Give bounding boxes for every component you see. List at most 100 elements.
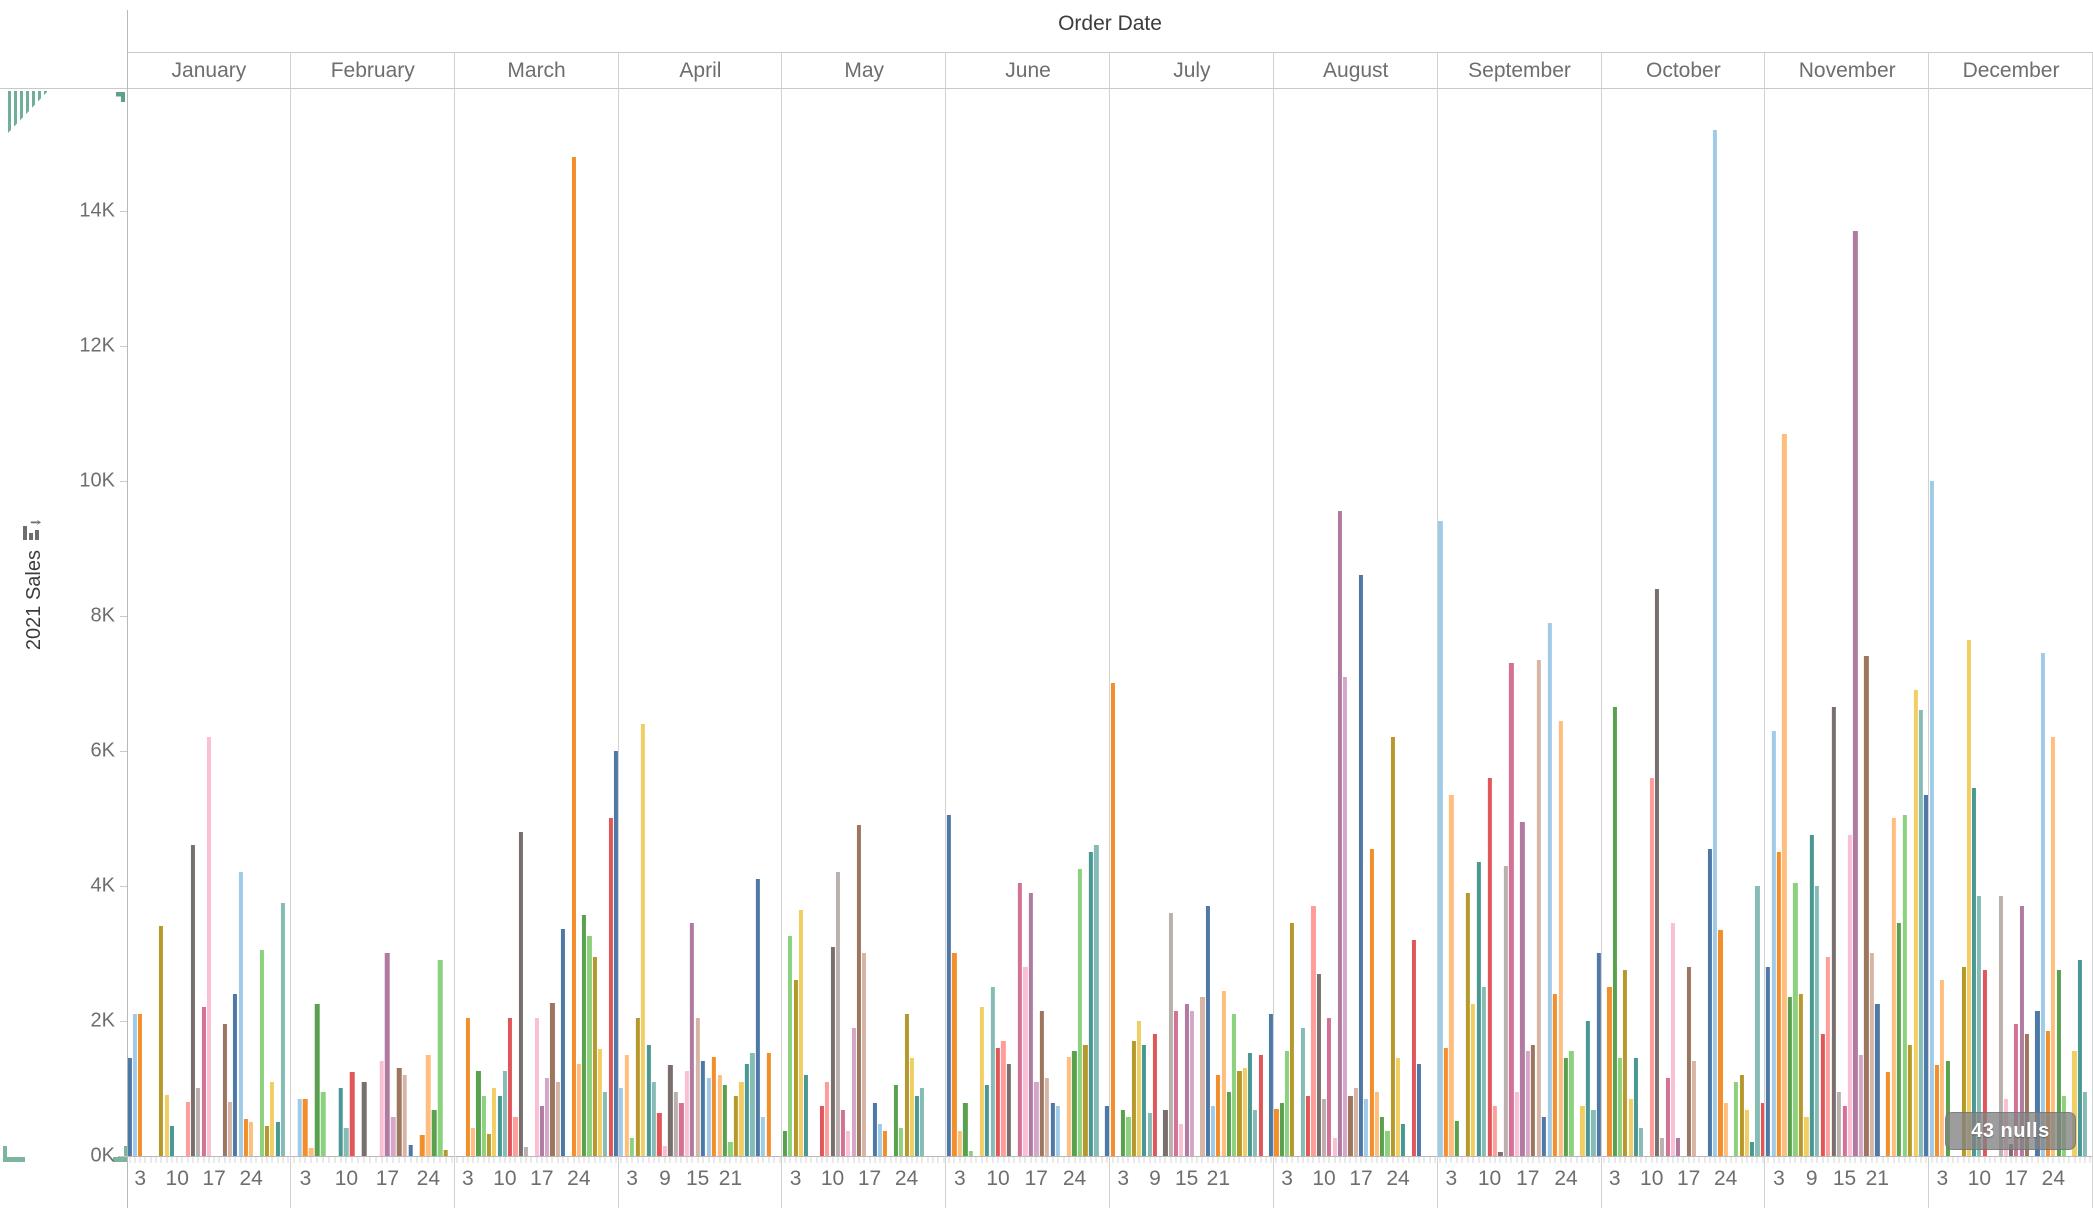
- bar-september-2[interactable]: [1443, 1048, 1448, 1156]
- bar-august-9[interactable]: [1316, 974, 1321, 1156]
- bar-july-20[interactable]: [1210, 1106, 1216, 1156]
- bar-december-2[interactable]: [1935, 1065, 1940, 1156]
- bar-august-17[interactable]: [1358, 575, 1364, 1156]
- bar-march-9[interactable]: [497, 1096, 502, 1156]
- bar-november-28[interactable]: [1913, 690, 1918, 1156]
- axis-corner-indicator-icon[interactable]: [113, 1146, 128, 1162]
- bar-february-17[interactable]: [385, 953, 390, 1156]
- bar-may-10[interactable]: [830, 947, 835, 1156]
- bar-june-2[interactable]: [952, 953, 957, 1156]
- bar-april-13[interactable]: [684, 1071, 689, 1156]
- bar-november-6[interactable]: [1793, 883, 1798, 1156]
- bar-june-17[interactable]: [1034, 1082, 1039, 1156]
- bar-may-11[interactable]: [835, 872, 840, 1156]
- bar-july-6[interactable]: [1137, 1021, 1142, 1156]
- bar-july-3[interactable]: [1121, 1110, 1126, 1156]
- bar-september-14[interactable]: [1509, 663, 1514, 1156]
- bar-november-8[interactable]: [1804, 1117, 1809, 1156]
- bar-may-26[interactable]: [915, 1096, 920, 1156]
- bar-august-16[interactable]: [1353, 1088, 1358, 1156]
- bar-october-8[interactable]: [1639, 1128, 1644, 1156]
- bar-january-21[interactable]: [233, 994, 238, 1156]
- bar-september-1[interactable]: [1438, 521, 1443, 1156]
- bar-september-12[interactable]: [1498, 1152, 1503, 1156]
- bar-january-24[interactable]: [249, 1122, 254, 1156]
- bar-april-14[interactable]: [690, 923, 695, 1156]
- bar-september-13[interactable]: [1503, 866, 1509, 1156]
- bar-september-21[interactable]: [1547, 623, 1552, 1156]
- bar-september-3[interactable]: [1449, 795, 1454, 1156]
- bar-september-19[interactable]: [1536, 660, 1541, 1156]
- bar-january-28[interactable]: [270, 1082, 275, 1156]
- bar-september-22[interactable]: [1552, 994, 1558, 1156]
- bar-august-7[interactable]: [1306, 1096, 1311, 1156]
- hidden-data-indicator-icon[interactable]: [8, 91, 48, 133]
- bar-january-23[interactable]: [243, 1119, 248, 1156]
- bar-february-6[interactable]: [320, 1092, 326, 1156]
- bar-march-14[interactable]: [523, 1147, 529, 1156]
- bar-august-6[interactable]: [1300, 1028, 1305, 1156]
- bar-august-13[interactable]: [1337, 511, 1342, 1156]
- bar-december-30[interactable]: [2082, 1092, 2088, 1156]
- bar-october-13[interactable]: [1665, 1078, 1670, 1156]
- bar-february-9[interactable]: [338, 1088, 343, 1156]
- bar-july-19[interactable]: [1205, 906, 1210, 1156]
- bar-march-24[interactable]: [576, 1064, 581, 1156]
- bar-august-21[interactable]: [1380, 1117, 1385, 1156]
- bar-september-6[interactable]: [1465, 893, 1470, 1156]
- bar-march-5[interactable]: [476, 1071, 481, 1156]
- bar-december-28[interactable]: [2072, 1051, 2077, 1156]
- bar-july-14[interactable]: [1179, 1124, 1184, 1156]
- bar-november-24[interactable]: [1891, 818, 1896, 1156]
- bar-april-23[interactable]: [739, 1082, 744, 1156]
- bar-june-10[interactable]: [995, 1048, 1001, 1156]
- bar-january-9[interactable]: [169, 1126, 174, 1156]
- bar-may-20[interactable]: [883, 1131, 888, 1156]
- bar-november-30[interactable]: [1924, 795, 1929, 1156]
- bar-august-4[interactable]: [1290, 923, 1295, 1156]
- bar-april-25[interactable]: [750, 1053, 755, 1156]
- bar-june-23[interactable]: [1066, 1057, 1072, 1156]
- bar-november-7[interactable]: [1798, 994, 1803, 1156]
- bar-june-5[interactable]: [968, 1151, 973, 1156]
- bar-february-18[interactable]: [390, 1117, 396, 1156]
- bar-october-31[interactable]: [1760, 1103, 1765, 1156]
- bar-march-13[interactable]: [518, 832, 523, 1156]
- bar-june-26[interactable]: [1083, 1045, 1088, 1156]
- bar-august-11[interactable]: [1327, 1018, 1332, 1156]
- bar-march-28[interactable]: [597, 1049, 603, 1156]
- bar-december-16[interactable]: [2009, 1144, 2014, 1156]
- bar-november-9[interactable]: [1809, 835, 1814, 1156]
- bar-february-23[interactable]: [420, 1135, 425, 1156]
- bar-july-8[interactable]: [1147, 1113, 1152, 1156]
- bar-september-23[interactable]: [1558, 721, 1563, 1156]
- bar-july-22[interactable]: [1221, 991, 1226, 1156]
- bar-march-10[interactable]: [502, 1071, 507, 1156]
- bar-january-27[interactable]: [264, 1126, 270, 1156]
- bar-may-13[interactable]: [846, 1131, 851, 1156]
- bar-january-20[interactable]: [227, 1102, 233, 1156]
- bar-november-13[interactable]: [1831, 707, 1836, 1156]
- bar-october-7[interactable]: [1633, 1058, 1638, 1156]
- bar-july-16[interactable]: [1189, 1011, 1194, 1156]
- bar-june-28[interactable]: [1094, 845, 1099, 1156]
- bar-april-11[interactable]: [673, 1092, 678, 1156]
- bar-march-20[interactable]: [555, 1082, 560, 1156]
- bar-november-12[interactable]: [1826, 957, 1831, 1156]
- bar-november-19[interactable]: [1864, 656, 1869, 1156]
- bar-may-15[interactable]: [856, 825, 862, 1156]
- bar-december-10[interactable]: [1977, 896, 1982, 1156]
- bar-december-22[interactable]: [2040, 653, 2045, 1156]
- bar-august-23[interactable]: [1390, 737, 1395, 1156]
- bar-july-31[interactable]: [1269, 1014, 1274, 1156]
- bar-november-5[interactable]: [1787, 997, 1793, 1156]
- nulls-indicator-badge[interactable]: 43 nulls: [1945, 1112, 2076, 1150]
- bar-april-15[interactable]: [695, 1018, 700, 1156]
- bar-november-25[interactable]: [1896, 923, 1902, 1156]
- bar-november-20[interactable]: [1869, 953, 1874, 1156]
- bar-may-23[interactable]: [899, 1128, 904, 1156]
- bar-october-14[interactable]: [1670, 923, 1675, 1156]
- bar-november-23[interactable]: [1886, 1072, 1891, 1156]
- bar-october-17[interactable]: [1686, 967, 1691, 1156]
- bar-august-24[interactable]: [1395, 1058, 1401, 1156]
